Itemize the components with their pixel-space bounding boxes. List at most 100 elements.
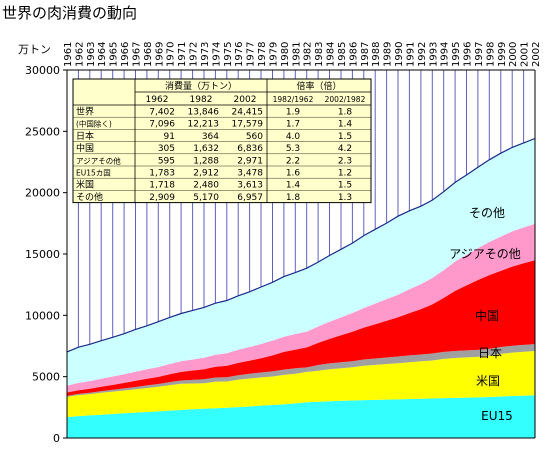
table-cell: 4.0 [286,132,301,142]
x-tick-label: 1961 [63,42,74,67]
table-column-header: 2002/1982 [325,95,366,104]
table-cell: 1.6 [286,169,301,179]
table-cell: 1.4 [338,120,353,130]
y-tick-label: 25000 [25,125,60,138]
table-cell: 560 [246,132,263,142]
table-cell: 91 [164,132,175,142]
series-label: その他 [469,206,505,220]
table-cell: 305 [158,144,175,154]
table-cell: 3,478 [237,169,263,179]
x-tick-label: 1963 [86,42,97,67]
table-row-label: その他 [76,191,103,203]
table-cell: 1,288 [193,156,219,166]
x-tick-label: 1990 [394,42,405,67]
chart-title: 世界の肉消費の動向 [2,4,138,22]
area-series-1 [67,351,535,418]
y-tick-label: 15000 [25,248,60,261]
x-tick-label: 1971 [177,42,188,67]
table-cell: 2,912 [193,169,219,179]
table-cell: 6,957 [237,193,263,203]
table-cell: 1.2 [338,169,352,179]
x-tick-label: 2000 [508,42,519,67]
x-tick-label: 1964 [97,42,108,67]
table-header-consumption: 消費量（万トン） [165,80,237,92]
table-header-ratio: 倍率（倍） [296,80,341,92]
table-cell: 595 [158,156,175,166]
x-tick-label: 1987 [360,42,371,67]
series-label: アジアその他 [449,247,521,261]
table-row-label: (中国除く) [76,119,112,129]
x-tick-label: 1983 [314,42,325,67]
table-column-header: 1962 [146,95,169,105]
x-tick-label: 1968 [143,42,154,67]
table-cell: 2,480 [193,181,219,191]
axes [63,69,536,439]
x-tick-label: 1975 [223,42,234,67]
table-cell: 1.5 [338,181,352,191]
x-tick-label: 1969 [154,42,165,67]
table-column-header: 1982/1962 [273,95,314,104]
table-column-header: 2002 [234,95,257,105]
table-cell: 1,632 [193,144,219,154]
table-cell: 5.3 [286,144,300,154]
area-series-2 [67,344,535,397]
table-cell: 1.5 [338,132,352,142]
x-tick-label: 1965 [109,42,120,67]
x-tick-label: 1998 [485,42,496,67]
y-tick-label: 0 [53,432,60,445]
table-cell: 2,971 [237,156,263,166]
x-tick-label: 1986 [348,42,359,67]
x-tick-label: 1991 [405,42,416,67]
area-series-0 [67,395,535,438]
table-cell: 1,718 [149,181,175,191]
table-cell: 6,836 [237,144,263,154]
table-cell: 2,909 [149,193,175,203]
x-tick-label: 1984 [326,42,337,67]
x-tick-labels: 1961 1962 1963 1964 1965 1966 1967 1968 1969 1970… [63,41,542,67]
table-cell: 2.3 [338,156,352,166]
table-cell: 12,213 [188,120,220,130]
x-tick-label: 1980 [280,42,291,67]
x-tick-label: 1976 [234,42,245,67]
table-cell: 1.4 [286,181,301,191]
area-series-3 [67,260,535,396]
table-cell: 1.9 [286,108,301,118]
x-tick-label: 1997 [474,42,485,67]
table-column-header: 1982 [190,95,213,105]
x-tick-label: 1996 [463,42,474,67]
x-tick-label: 1974 [211,42,222,67]
x-tick-label: 1992 [417,42,428,67]
x-tick-label: 1978 [257,41,268,66]
x-tick-label: 1988 [371,42,382,67]
x-tick-label: 1985 [337,42,348,67]
table-cell: 1.8 [338,108,353,118]
table-cell: 17,579 [232,120,264,130]
table-cell: 364 [202,132,219,142]
x-tick-label: 1989 [383,42,394,67]
table-cell: 1.3 [338,193,352,203]
x-tick-label: 1977 [246,42,257,67]
table-background [72,78,372,204]
table-cell: 1.7 [286,120,300,130]
x-tick-label: 1994 [440,42,451,67]
area-series-group [67,138,535,438]
x-tick-label: 1973 [200,42,211,67]
x-tick-label: 1981 [291,42,302,67]
y-axis-unit-label: 万トン [18,43,51,56]
table-row-label: アジアその他 [76,155,121,165]
x-tick-label: 1966 [120,42,131,67]
x-tick-label: 1995 [451,42,462,67]
table-cell: 3,613 [237,181,263,191]
x-tick-label: 1979 [269,42,280,67]
table-cell: 1.8 [286,193,301,203]
y-tick-label: 20000 [25,187,60,200]
x-tick-label: 1999 [497,42,508,67]
table-cell: 4.2 [338,144,352,154]
x-tick-label: 1972 [189,42,200,67]
x-tick-label: 1970 [166,42,177,67]
x-tick-label: 1982 [303,42,314,67]
table-cell: 2.2 [286,156,300,166]
table-cell: 5,170 [193,193,219,203]
table-row-label: 日本 [76,130,94,142]
